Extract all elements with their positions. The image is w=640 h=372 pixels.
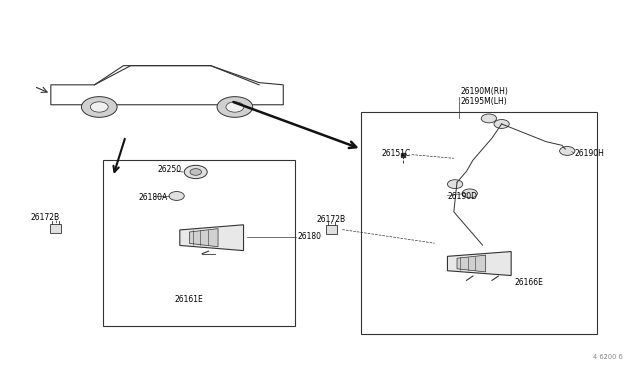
Circle shape <box>226 102 244 112</box>
Bar <box>326 225 337 234</box>
Circle shape <box>462 189 477 198</box>
Circle shape <box>494 119 509 128</box>
Polygon shape <box>180 225 244 251</box>
Polygon shape <box>457 255 486 272</box>
Circle shape <box>559 147 575 155</box>
Circle shape <box>169 192 184 201</box>
Circle shape <box>447 180 463 189</box>
Text: 4 6200 6: 4 6200 6 <box>593 354 623 360</box>
Circle shape <box>184 165 207 179</box>
Circle shape <box>81 97 117 117</box>
Text: 26190H: 26190H <box>575 149 605 158</box>
Circle shape <box>481 114 497 123</box>
Text: 26180: 26180 <box>298 232 322 241</box>
Text: 26172B: 26172B <box>30 213 59 222</box>
Circle shape <box>90 102 108 112</box>
Text: 26250: 26250 <box>157 165 182 174</box>
Text: 26180A: 26180A <box>138 193 168 202</box>
Polygon shape <box>447 251 511 276</box>
Text: 26151C: 26151C <box>382 149 411 158</box>
Bar <box>50 224 61 233</box>
Circle shape <box>190 169 202 175</box>
Polygon shape <box>189 229 218 247</box>
Circle shape <box>217 97 253 117</box>
Text: 26190D: 26190D <box>447 192 477 201</box>
Text: 26161E: 26161E <box>175 295 204 304</box>
Text: 26195M(LH): 26195M(LH) <box>460 97 507 106</box>
Text: 26172B: 26172B <box>317 215 346 224</box>
Text: 26166E: 26166E <box>515 278 543 287</box>
Text: 26190M(RH): 26190M(RH) <box>460 87 508 96</box>
